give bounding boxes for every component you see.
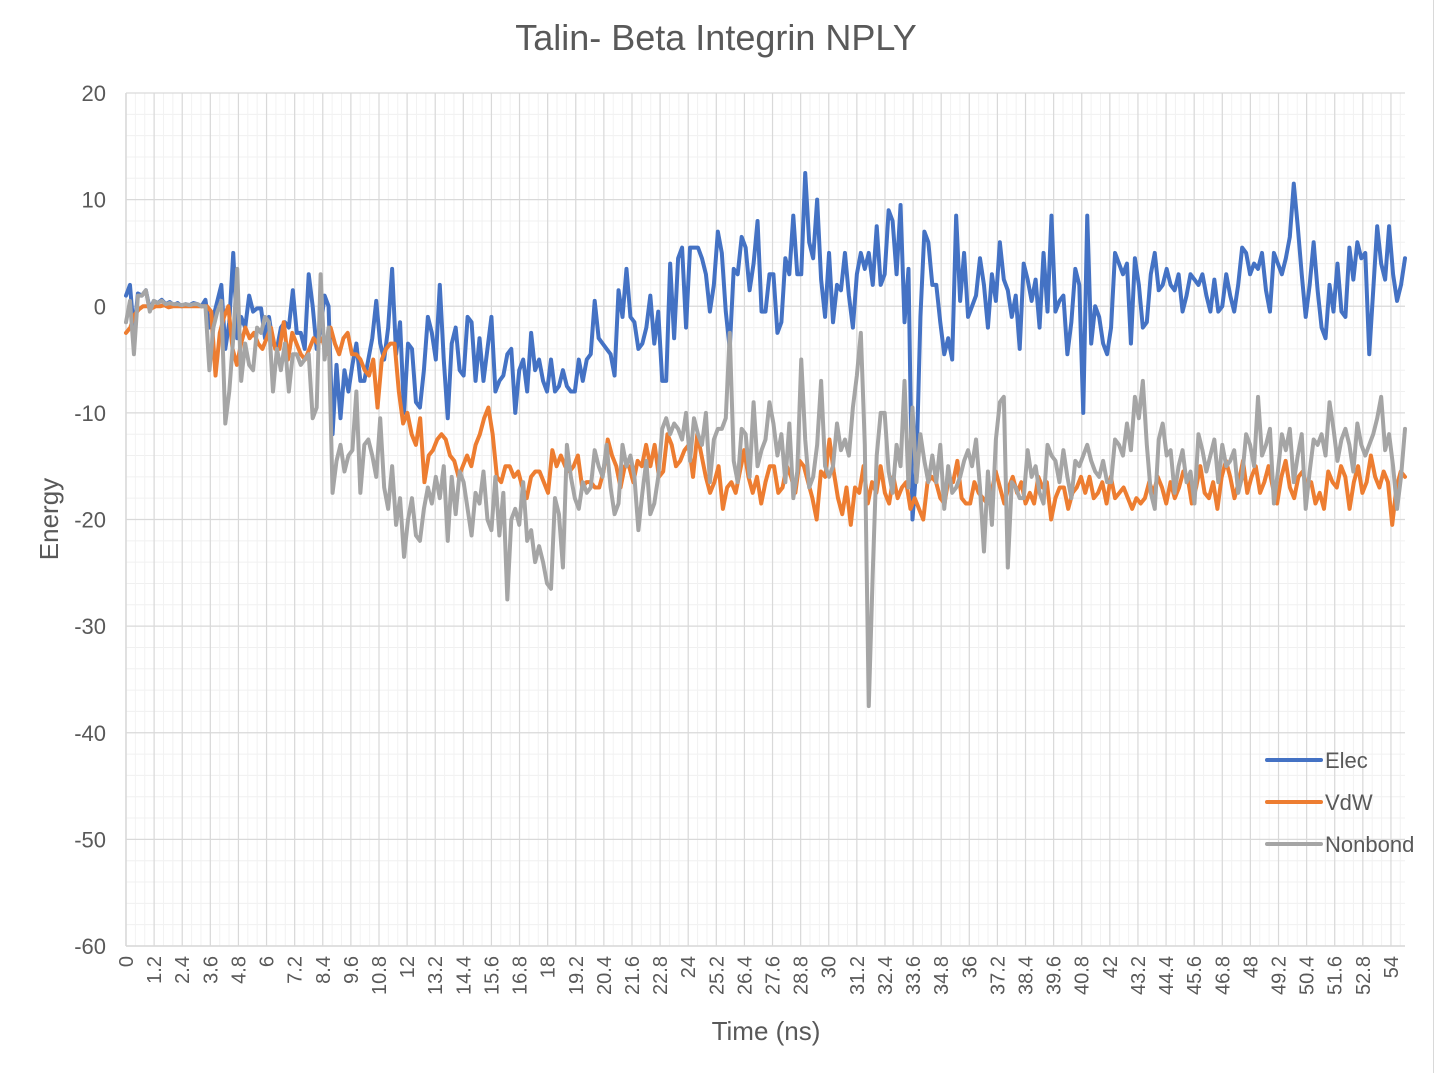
- x-tick-label: 21.6: [622, 956, 644, 995]
- x-tick-label: 45.6: [1184, 956, 1206, 995]
- x-tick-label: 39.6: [1044, 956, 1066, 995]
- y-axis-tick-labels: 20 10 0 -10 -20 -30 -40 -50 -60: [74, 81, 106, 959]
- x-tick-label: 8.4: [313, 956, 335, 984]
- x-tick-label: 9.6: [341, 956, 363, 984]
- y-tick-label: -30: [74, 614, 106, 639]
- x-tick-label: 4.8: [228, 956, 250, 984]
- x-tick-label: 52.8: [1353, 956, 1375, 995]
- x-tick-label: 48: [1240, 956, 1262, 978]
- x-tick-label: 25.2: [706, 956, 728, 995]
- legend-label-nonbond: Nonbond: [1325, 832, 1414, 857]
- chart-title: Talin- Beta Integrin NPLY: [515, 17, 917, 58]
- x-tick-label: 27.6: [763, 956, 785, 995]
- legend-label-vdw: VdW: [1325, 790, 1373, 815]
- plot-frame: [125, 93, 1405, 947]
- x-tick-label: 40.8: [1072, 956, 1094, 995]
- x-tick-label: 15.6: [481, 956, 503, 995]
- x-tick-label: 10.8: [369, 956, 391, 995]
- y-tick-label: -50: [74, 827, 106, 852]
- x-tick-label: 31.2: [847, 956, 869, 995]
- x-tick-label: 38.4: [1016, 956, 1038, 995]
- x-axis-title: Time (ns): [712, 1016, 821, 1046]
- y-tick-label: 0: [94, 294, 106, 319]
- y-tick-label: -40: [74, 721, 106, 746]
- x-tick-label: 51.6: [1325, 956, 1347, 995]
- x-tick-label: 42: [1100, 956, 1122, 978]
- x-tick-label: 22.8: [650, 956, 672, 995]
- x-tick-label: 7.2: [285, 956, 307, 984]
- y-tick-label: -60: [74, 934, 106, 959]
- x-tick-label: 50.4: [1297, 956, 1319, 995]
- x-tick-label: 24: [678, 956, 700, 978]
- y-tick-label: 20: [82, 81, 106, 106]
- x-tick-label: 30: [819, 956, 841, 978]
- x-tick-label: 43.2: [1128, 956, 1150, 995]
- series-line-elec: [124, 170, 1407, 522]
- x-tick-label: 44.4: [1156, 956, 1178, 995]
- x-tick-label: 49.2: [1269, 956, 1291, 995]
- x-tick-label: 14.4: [453, 956, 475, 995]
- x-tick-label: 20.4: [594, 956, 616, 995]
- legend: Elec VdW Nonbond: [1265, 748, 1414, 857]
- x-tick-label: 6: [257, 956, 279, 967]
- x-tick-label: 46.8: [1212, 956, 1234, 995]
- x-tick-label: 34.8: [931, 956, 953, 995]
- x-tick-label: 3.6: [200, 956, 222, 984]
- x-tick-label: 2.4: [172, 956, 194, 984]
- x-tick-label: 32.4: [875, 956, 897, 995]
- x-tick-label: 19.2: [566, 956, 588, 995]
- x-tick-label: 18: [538, 956, 560, 978]
- x-tick-label: 0: [116, 956, 138, 967]
- x-tick-label: 13.2: [425, 956, 447, 995]
- x-axis-tick-labels: 0 1.2 2.4 3.6 4.8 6 7.2 8.4 9.6 10.8 12 13.2 14.4 15.…: [116, 956, 1403, 995]
- series-lines: [124, 170, 1407, 709]
- x-tick-label: 37.2: [987, 956, 1009, 995]
- series-line-vdw: [124, 303, 1407, 527]
- x-tick-label: 16.8: [510, 956, 532, 995]
- x-tick-label: 28.8: [791, 956, 813, 995]
- x-tick-label: 1.2: [144, 956, 166, 984]
- y-tick-label: 10: [82, 188, 106, 213]
- x-tick-label: 12: [397, 956, 419, 978]
- x-tick-label: 36: [959, 956, 981, 978]
- x-tick-label: 54: [1381, 956, 1403, 978]
- right-edge-divider: [1433, 0, 1434, 1073]
- legend-label-elec: Elec: [1325, 748, 1368, 773]
- series-line-nonbond: [124, 266, 1407, 709]
- y-axis-title: Energy: [34, 478, 64, 560]
- x-tick-label: 33.6: [903, 956, 925, 995]
- y-tick-label: -10: [74, 401, 106, 426]
- x-tick-label: 26.4: [734, 956, 756, 995]
- y-tick-label: -20: [74, 508, 106, 533]
